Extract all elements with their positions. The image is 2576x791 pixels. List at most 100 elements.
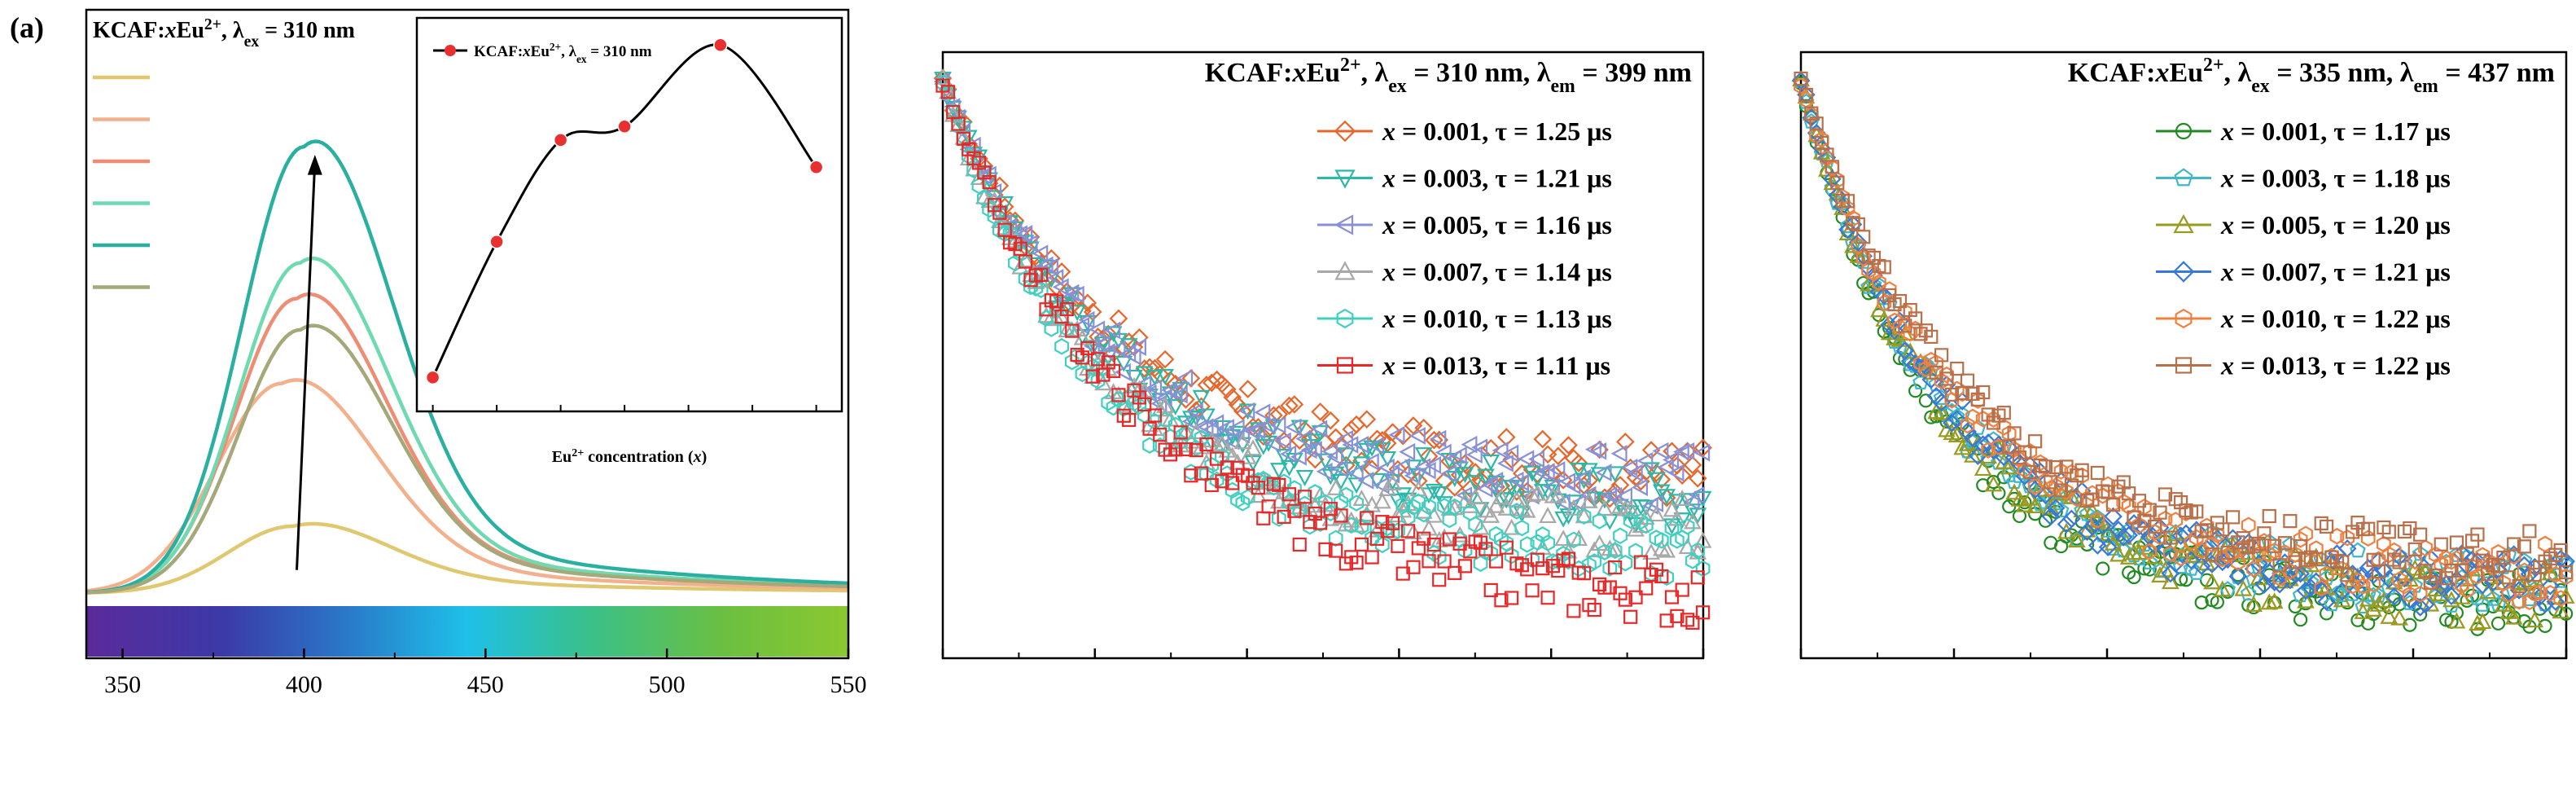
data-point xyxy=(2288,546,2303,563)
data-point xyxy=(2194,595,2209,610)
data-point xyxy=(1644,567,1658,582)
data-point xyxy=(1235,468,1250,482)
data-point xyxy=(1264,419,1283,436)
data-point xyxy=(1468,516,1483,534)
data-point xyxy=(1974,435,1993,454)
data-point xyxy=(959,130,978,147)
data-point xyxy=(1551,563,1566,578)
data-point xyxy=(1311,420,1328,438)
data-point xyxy=(1032,244,1049,263)
data-point xyxy=(2240,585,2257,601)
data-point xyxy=(2366,575,2381,593)
data-point xyxy=(1116,400,1132,417)
legend-part: x xyxy=(1382,304,1395,333)
data-point xyxy=(1023,273,1038,288)
data-point xyxy=(1158,442,1172,457)
data-point xyxy=(1456,454,1474,473)
data-point xyxy=(1504,547,1519,565)
data-point xyxy=(1685,615,1700,630)
data-point xyxy=(2496,550,2511,565)
legend-part: x xyxy=(1382,116,1395,146)
data-point xyxy=(2048,459,2063,475)
title-part: = 310 nm, λ xyxy=(1407,58,1551,88)
data-point xyxy=(1840,194,1855,209)
data-point xyxy=(1814,130,1829,148)
data-point xyxy=(2470,568,2485,585)
data-point xyxy=(2444,563,2459,578)
data-point xyxy=(1908,311,1923,326)
data-point xyxy=(2298,525,2313,543)
data-point xyxy=(1540,591,1555,605)
data-point xyxy=(1106,363,1121,379)
data-point xyxy=(1311,425,1330,442)
data-point xyxy=(1044,320,1059,337)
data-point xyxy=(1137,397,1152,412)
data-point xyxy=(1667,464,1684,482)
data-point xyxy=(1996,406,2011,420)
data-point xyxy=(2364,600,2382,617)
data-point xyxy=(2131,494,2147,508)
inset-point-0 xyxy=(425,370,440,385)
data-point xyxy=(1659,569,1675,587)
data-point xyxy=(1411,541,1426,556)
data-point xyxy=(1514,519,1530,537)
data-point xyxy=(1389,493,1407,510)
title-part: em xyxy=(1551,76,1576,97)
data-point xyxy=(1496,454,1514,472)
data-point xyxy=(1329,543,1343,558)
data-point xyxy=(1564,477,1581,495)
data-point xyxy=(2199,517,2215,535)
data-point xyxy=(2215,522,2230,537)
data-point xyxy=(2131,516,2147,534)
data-point xyxy=(1898,319,1912,333)
data-point xyxy=(2439,571,2454,586)
data-point xyxy=(1347,464,1364,482)
data-point xyxy=(2470,527,2485,542)
title-part: em xyxy=(2414,76,2439,97)
data-point xyxy=(1566,531,1581,549)
data-point xyxy=(1483,582,1498,598)
data-point xyxy=(2553,590,2569,607)
data-point xyxy=(2447,612,2466,629)
data-point xyxy=(2079,493,2095,508)
data-point xyxy=(1587,602,1601,617)
data-point xyxy=(2057,522,2075,539)
data-point xyxy=(1241,468,1255,483)
data-point xyxy=(2392,571,2407,588)
inset-xlabel-part: Eu xyxy=(552,448,572,466)
data-point xyxy=(1621,500,1640,517)
data-point xyxy=(1163,447,1178,462)
data-point xyxy=(2059,483,2074,500)
data-point xyxy=(1882,281,1897,298)
data-point xyxy=(1901,342,1920,359)
title-part: KCAF: xyxy=(1205,58,1293,88)
data-point xyxy=(2360,530,2376,547)
data-point xyxy=(1564,499,1583,516)
data-point xyxy=(1533,464,1550,482)
title-part: , λ xyxy=(1361,58,1389,88)
data-point xyxy=(2090,512,2105,529)
data-point xyxy=(1388,425,1405,444)
data-point xyxy=(1146,379,1162,398)
trend-arrow-line xyxy=(296,161,317,570)
data-point xyxy=(1535,526,1550,543)
data-point xyxy=(1924,329,1939,344)
data-point xyxy=(2333,591,2351,608)
legend-marker-2-0 xyxy=(2175,122,2193,140)
data-point xyxy=(2116,475,2131,490)
data-point xyxy=(1668,509,1686,526)
data-point xyxy=(966,151,981,165)
data-point xyxy=(2038,513,2053,528)
data-point xyxy=(1380,524,1395,538)
data-point xyxy=(2559,565,2574,580)
data-point xyxy=(2184,534,2199,551)
data-point xyxy=(1192,389,1211,406)
data-point xyxy=(1839,218,1856,234)
data-point xyxy=(2329,553,2344,568)
inset-legend-part: , λ xyxy=(561,43,577,60)
data-point xyxy=(1173,425,1188,440)
data-point xyxy=(1409,472,1428,490)
data-point xyxy=(1401,524,1416,538)
data-point xyxy=(1347,477,1365,494)
data-point xyxy=(2272,569,2287,587)
